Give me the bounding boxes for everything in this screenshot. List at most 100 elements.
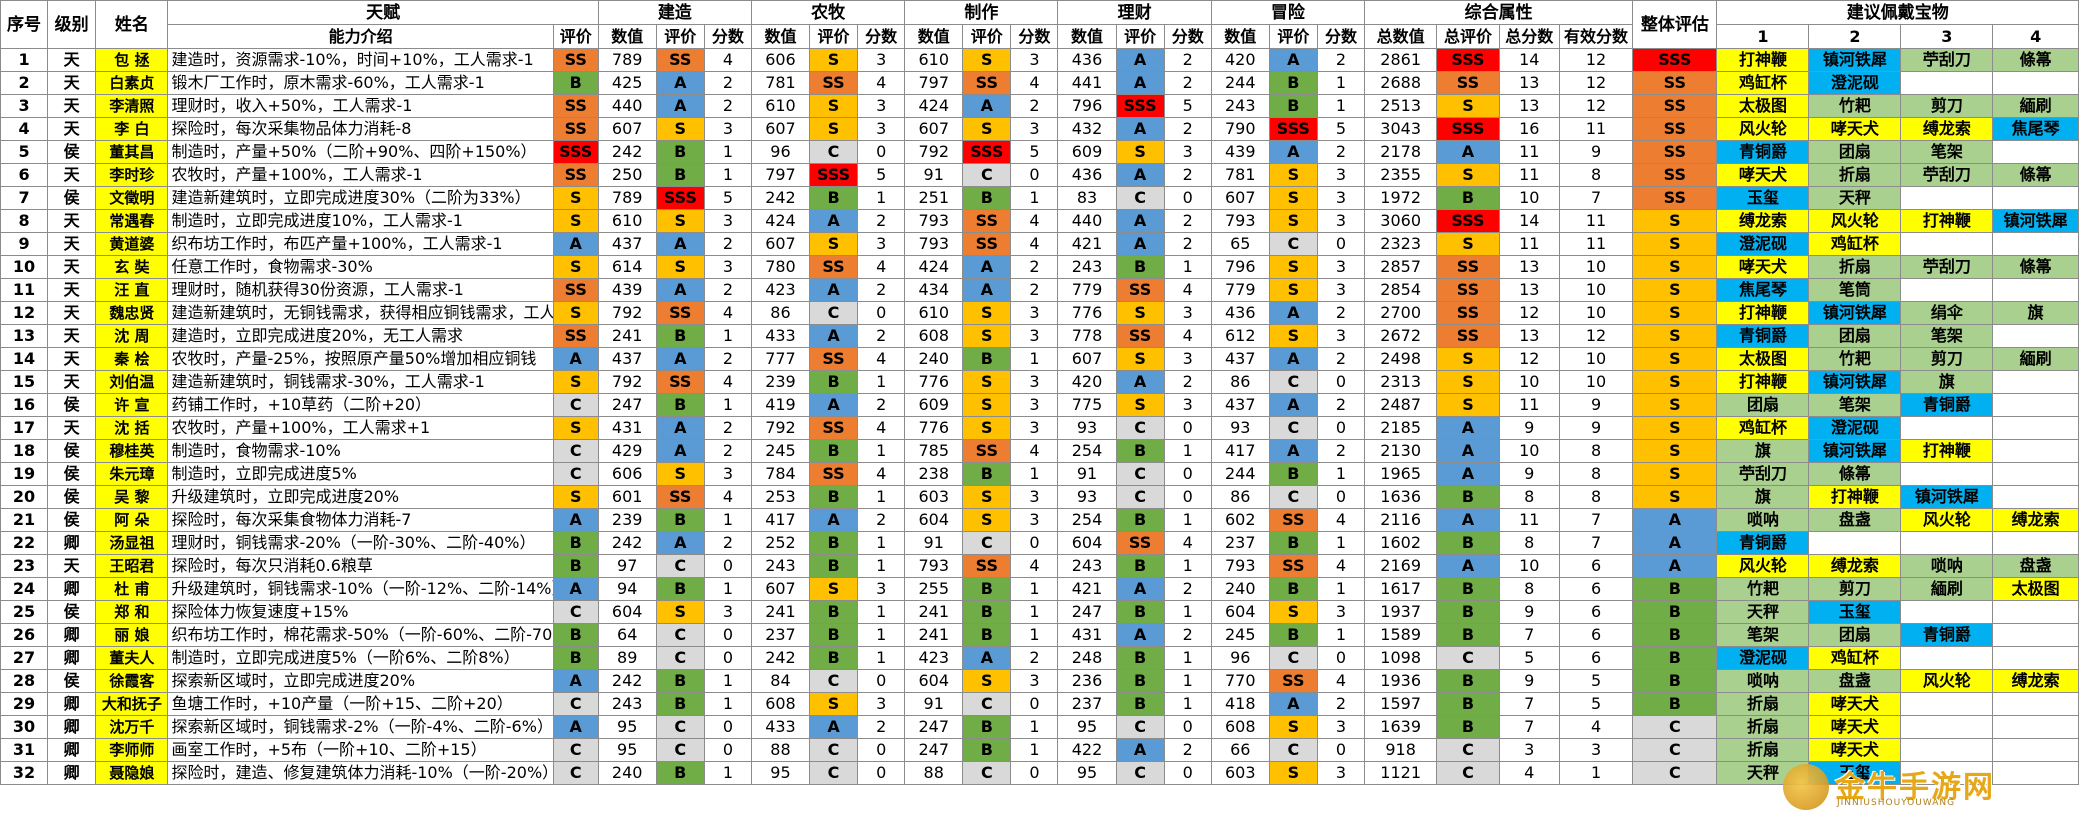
valid-score: 8 bbox=[1558, 462, 1634, 486]
row-name: 刘伯温 bbox=[95, 370, 169, 394]
total-grade: C bbox=[1436, 738, 1500, 762]
explore-grade: SS bbox=[1268, 669, 1318, 693]
treasure-1: 折扇 bbox=[1716, 738, 1810, 762]
farm-score: 4 bbox=[857, 462, 906, 486]
total-value: 1617 bbox=[1364, 577, 1438, 601]
build-grade: S bbox=[655, 209, 705, 233]
farm-grade: SS bbox=[808, 71, 859, 95]
farm-value: 606 bbox=[750, 48, 810, 72]
table-row: 32 卿聂隐娘 探险时，建造、修复建筑体力消耗-10%（一阶-20%） C 240 B 1 9… bbox=[0, 761, 2079, 785]
craft-score: 3 bbox=[1010, 301, 1059, 325]
finance-value: 95 bbox=[1057, 761, 1117, 785]
build-value: 610 bbox=[597, 209, 657, 233]
build-grade: C bbox=[655, 554, 705, 578]
header-build-score: 分数 bbox=[703, 24, 752, 49]
row-level: 卿 bbox=[47, 646, 97, 670]
finance-score: 0 bbox=[1163, 416, 1212, 440]
farm-value: 86 bbox=[750, 301, 810, 325]
finance-score: 1 bbox=[1163, 692, 1212, 716]
row-talent-grade: S bbox=[552, 416, 599, 440]
valid-score: 11 bbox=[1558, 232, 1634, 256]
craft-score: 2 bbox=[1010, 646, 1059, 670]
build-grade: SSS bbox=[655, 186, 705, 210]
finance-value: 431 bbox=[1057, 623, 1117, 647]
craft-value: 604 bbox=[904, 508, 964, 532]
treasure-1: 笔架 bbox=[1716, 623, 1810, 647]
row-name: 穆桂英 bbox=[95, 439, 169, 463]
explore-value: 240 bbox=[1210, 577, 1270, 601]
farm-grade: S bbox=[808, 117, 859, 141]
row-index: 32 bbox=[0, 761, 49, 785]
table-row: 29 卿大和抚子 鱼塘工作时，+10产量（一阶+15、二阶+20） C 243 B 1 608… bbox=[0, 692, 2079, 716]
explore-grade: B bbox=[1268, 623, 1318, 647]
build-value: 604 bbox=[597, 600, 657, 624]
valid-score: 6 bbox=[1558, 577, 1634, 601]
craft-grade: B bbox=[962, 186, 1012, 210]
explore-value: 86 bbox=[1210, 370, 1270, 394]
explore-value: 86 bbox=[1210, 485, 1270, 509]
header-farm-grade: 评价 bbox=[808, 24, 859, 49]
build-score: 1 bbox=[703, 140, 752, 164]
total-score: 10 bbox=[1498, 439, 1560, 463]
row-talent-desc: 织布坊工作时，棉花需求-50%（一阶-60%、二阶-70%） bbox=[167, 623, 554, 647]
treasure-3: 打神鞭 bbox=[1900, 439, 1994, 463]
build-value: 439 bbox=[597, 278, 657, 302]
treasure-3: 绢伞 bbox=[1900, 301, 1994, 325]
row-index: 28 bbox=[0, 669, 49, 693]
row-name: 汤显祖 bbox=[95, 531, 169, 555]
farm-score: 4 bbox=[857, 71, 906, 95]
treasure-1: 哮天犬 bbox=[1716, 255, 1810, 279]
overall-grade: S bbox=[1632, 347, 1718, 371]
build-value: 431 bbox=[597, 416, 657, 440]
treasure-1: 缚龙索 bbox=[1716, 209, 1810, 233]
explore-score: 2 bbox=[1316, 140, 1366, 164]
craft-score: 4 bbox=[1010, 439, 1059, 463]
row-talent-desc: 鱼塘工作时，+10产量（一阶+15、二阶+20） bbox=[167, 692, 554, 716]
treasure-4 bbox=[1992, 646, 2079, 670]
farm-grade: A bbox=[808, 209, 859, 233]
build-value: 789 bbox=[597, 186, 657, 210]
treasure-4 bbox=[1992, 485, 2079, 509]
treasure-1: 竹耙 bbox=[1716, 577, 1810, 601]
row-level: 侯 bbox=[47, 485, 97, 509]
valid-score: 9 bbox=[1558, 393, 1634, 417]
table-row: 15 天刘伯温 建造新建筑时，铜钱需求-30%，工人需求-1 S 792 SS 4 239 B 1… bbox=[0, 370, 2079, 394]
total-grade: SS bbox=[1436, 71, 1500, 95]
total-score: 9 bbox=[1498, 416, 1560, 440]
row-name: 吴 黎 bbox=[95, 485, 169, 509]
craft-value: 251 bbox=[904, 186, 964, 210]
craft-grade: S bbox=[962, 508, 1012, 532]
row-level: 天 bbox=[47, 71, 97, 95]
overall-grade: B bbox=[1632, 623, 1718, 647]
farm-grade: B bbox=[808, 531, 859, 555]
farm-grade: A bbox=[808, 324, 859, 348]
total-score: 11 bbox=[1498, 232, 1560, 256]
table-row: 9 天黄道婆 织布坊工作时，布匹产量+100%，工人需求-1 A 437 A 2 607 S 3 7… bbox=[0, 232, 2079, 256]
farm-grade: B bbox=[808, 439, 859, 463]
finance-value: 93 bbox=[1057, 416, 1117, 440]
row-talent-grade: C bbox=[552, 439, 599, 463]
craft-grade: C bbox=[962, 531, 1012, 555]
total-score: 10 bbox=[1498, 370, 1560, 394]
finance-grade: A bbox=[1115, 577, 1165, 601]
table-row: 28 侯徐霞客 探索新区域时，立即完成进度20% A 242 B 1 84 C 0 604 S 3 236… bbox=[0, 669, 2079, 693]
valid-score: 1 bbox=[1558, 761, 1634, 785]
overall-grade: S bbox=[1632, 416, 1718, 440]
build-grade: B bbox=[655, 669, 705, 693]
treasure-3: 打神鞭 bbox=[1900, 209, 1994, 233]
finance-grade: A bbox=[1115, 738, 1165, 762]
finance-grade: B bbox=[1115, 669, 1165, 693]
finance-value: 440 bbox=[1057, 209, 1117, 233]
row-index: 9 bbox=[0, 232, 49, 256]
finance-score: 4 bbox=[1163, 278, 1212, 302]
treasure-2: 剪刀 bbox=[1808, 577, 1902, 601]
row-name: 沈万千 bbox=[95, 715, 169, 739]
row-talent-grade: S bbox=[552, 485, 599, 509]
explore-grade: SS bbox=[1268, 508, 1318, 532]
build-score: 1 bbox=[703, 692, 752, 716]
build-grade: SS bbox=[655, 48, 705, 72]
farm-value: 781 bbox=[750, 71, 810, 95]
table-row: 31 卿李师师 画室工作时，+5布（一阶+10、二阶+15） C 95 C 0 88 C 0 247… bbox=[0, 738, 2079, 762]
row-name: 黄道婆 bbox=[95, 232, 169, 256]
